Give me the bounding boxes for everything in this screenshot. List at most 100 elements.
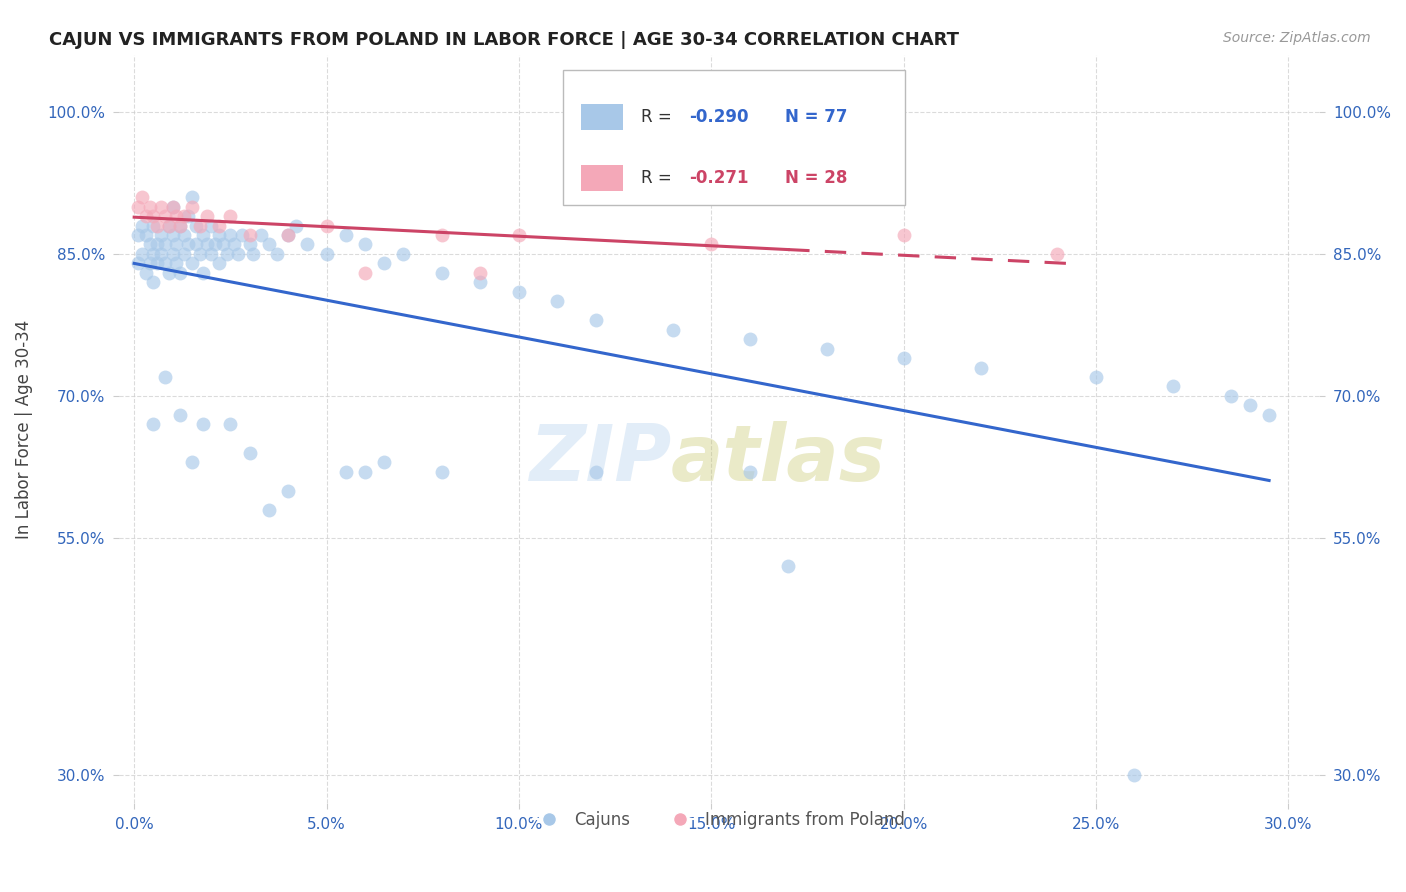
Point: [778, 559, 800, 574]
Point: [166, 256, 188, 270]
Point: [226, 247, 249, 261]
Point: [546, 294, 568, 309]
Text: CAJUN VS IMMIGRANTS FROM POLAND IN LABOR FORCE | AGE 30-34 CORRELATION CHART: CAJUN VS IMMIGRANTS FROM POLAND IN LABOR…: [49, 31, 959, 49]
Point: [169, 408, 191, 422]
Text: -0.271: -0.271: [689, 169, 748, 186]
Point: [354, 465, 377, 479]
Y-axis label: In Labor Force | Age 30-34: In Labor Force | Age 30-34: [15, 319, 32, 539]
Bar: [581, 104, 623, 130]
Point: [146, 256, 169, 270]
Point: [177, 209, 200, 223]
Point: [200, 219, 222, 233]
Point: [131, 219, 153, 233]
Point: [508, 227, 530, 242]
Point: [153, 237, 176, 252]
Point: [135, 227, 157, 242]
Point: [142, 209, 165, 223]
Point: [184, 219, 207, 233]
Point: [169, 266, 191, 280]
Point: [208, 219, 231, 233]
Point: [430, 227, 453, 242]
Point: [354, 237, 377, 252]
Point: [297, 237, 319, 252]
Point: [224, 237, 246, 252]
Point: [193, 417, 215, 432]
Point: [257, 502, 280, 516]
Point: [184, 237, 207, 252]
Point: [470, 266, 492, 280]
Point: [173, 227, 195, 242]
Point: [195, 237, 218, 252]
Point: [153, 256, 176, 270]
Point: [135, 209, 157, 223]
Point: [169, 219, 191, 233]
Point: [153, 209, 176, 223]
Point: [127, 227, 149, 242]
Point: [188, 247, 211, 261]
Point: [135, 266, 157, 280]
Point: [1258, 408, 1281, 422]
Point: [157, 219, 180, 233]
Point: [700, 237, 723, 252]
Point: [266, 247, 288, 261]
Text: R =: R =: [641, 169, 682, 186]
Point: [277, 483, 299, 498]
Point: [142, 247, 165, 261]
Point: [239, 446, 262, 460]
Point: [173, 209, 195, 223]
Point: [142, 417, 165, 432]
Point: [180, 190, 202, 204]
Point: [166, 237, 188, 252]
Point: [284, 219, 307, 233]
Point: [157, 219, 180, 233]
Point: [193, 266, 215, 280]
Point: [585, 465, 607, 479]
Point: [1239, 398, 1261, 412]
Point: [146, 219, 169, 233]
Point: [893, 351, 915, 365]
Text: R =: R =: [641, 108, 676, 126]
Point: [815, 342, 838, 356]
Point: [200, 247, 222, 261]
Point: [138, 200, 160, 214]
Point: [250, 227, 273, 242]
Point: [1123, 767, 1146, 781]
Text: atlas: atlas: [671, 421, 886, 497]
Point: [169, 219, 191, 233]
Point: [195, 209, 218, 223]
Point: [166, 209, 188, 223]
Point: [211, 237, 233, 252]
Point: [204, 237, 226, 252]
Text: ZIP: ZIP: [529, 421, 671, 497]
Point: [180, 200, 202, 214]
Point: [1046, 247, 1069, 261]
Point: [142, 276, 165, 290]
Point: [131, 247, 153, 261]
Point: [662, 323, 685, 337]
Point: [969, 360, 991, 375]
Point: [150, 227, 173, 242]
Point: [219, 209, 242, 223]
Point: [142, 219, 165, 233]
Point: [162, 200, 184, 214]
Point: [277, 227, 299, 242]
Point: [508, 285, 530, 299]
Point: [173, 247, 195, 261]
Point: [150, 247, 173, 261]
Point: [188, 219, 211, 233]
Point: [470, 276, 492, 290]
Point: [162, 200, 184, 214]
Point: [180, 455, 202, 469]
Point: [157, 266, 180, 280]
Point: [430, 266, 453, 280]
Point: [208, 256, 231, 270]
Point: [335, 227, 357, 242]
Point: [138, 256, 160, 270]
Point: [153, 370, 176, 384]
Point: [1161, 379, 1184, 393]
Text: Source: ZipAtlas.com: Source: ZipAtlas.com: [1223, 31, 1371, 45]
Point: [231, 227, 253, 242]
Point: [1084, 370, 1107, 384]
Point: [277, 227, 299, 242]
Point: [150, 200, 173, 214]
